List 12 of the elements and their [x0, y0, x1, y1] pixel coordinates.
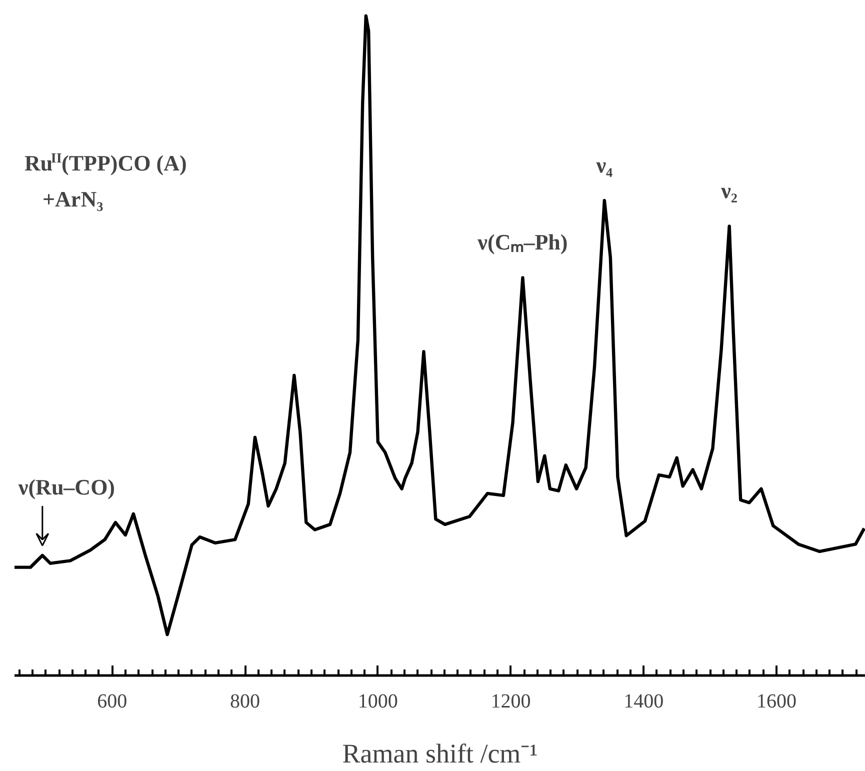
annotation: ν₄	[595, 152, 614, 178]
x-tick-label: 1400	[624, 690, 664, 712]
x-tick-label: 1200	[490, 690, 531, 712]
annotation: +ArN₃	[42, 186, 104, 212]
x-tick-label: 1000	[358, 690, 398, 712]
annotation: ν(Cₘ–Ph)	[476, 230, 568, 255]
annotation: ν₂	[720, 178, 738, 204]
x-tick-label: 1600	[756, 690, 796, 712]
x-axis-title: Raman shift /cm⁻¹	[342, 738, 538, 768]
x-tick-label: 600	[97, 690, 128, 712]
x-tick-label: 800	[230, 690, 260, 712]
annotation: ν(Ru–CO)	[17, 474, 116, 500]
